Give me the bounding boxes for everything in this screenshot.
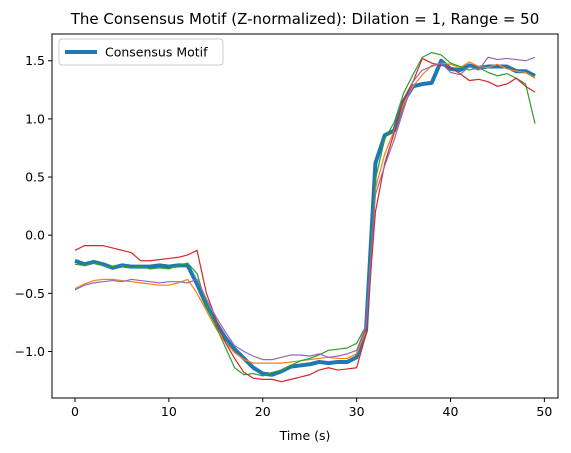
x-tick-label: 20 (255, 404, 271, 419)
series-line-4 (75, 57, 535, 359)
x-tick-label: 0 (71, 404, 79, 419)
plot-frame (52, 34, 558, 398)
y-tick-label: 0.0 (25, 228, 45, 243)
series-line-3 (75, 58, 535, 381)
x-axis-label: Time (s) (279, 428, 331, 443)
y-tick-label: 1.5 (25, 53, 45, 68)
y-tick-label: 1.0 (25, 111, 45, 126)
x-tick-label: 50 (536, 404, 552, 419)
x-axis: 0 10 20 30 40 50 (71, 398, 552, 419)
y-tick-label: −0.5 (15, 286, 45, 301)
legend-label: Consensus Motif (105, 45, 208, 60)
y-axis: −1.0 −0.5 0.0 0.5 1.0 1.5 (15, 53, 52, 359)
series-line-2 (75, 53, 535, 376)
x-tick-label: 40 (443, 404, 459, 419)
legend: Consensus Motif (59, 39, 223, 65)
series-line-1 (75, 62, 535, 363)
y-tick-label: 0.5 (25, 170, 45, 185)
chart-title: The Consensus Motif (Z-normalized): Dila… (70, 10, 540, 28)
x-tick-label: 10 (161, 404, 177, 419)
plot-lines (75, 53, 535, 382)
series-line-0 (75, 61, 535, 375)
x-tick-label: 30 (349, 404, 365, 419)
y-tick-label: −1.0 (15, 344, 45, 359)
